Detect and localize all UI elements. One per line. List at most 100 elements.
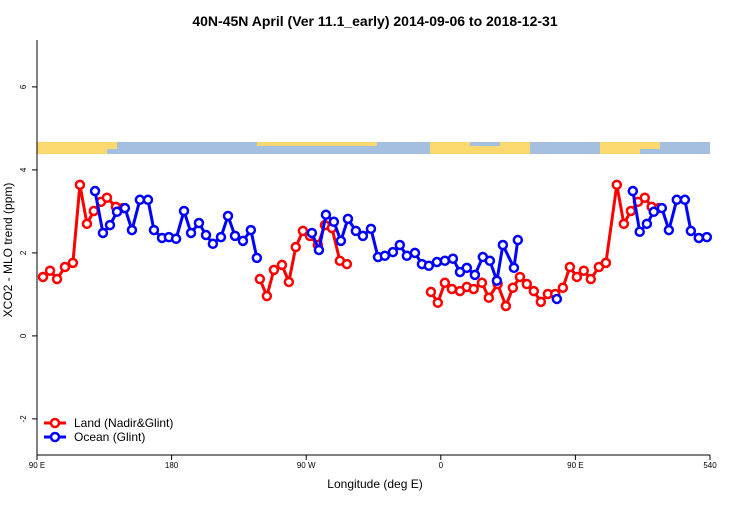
data-point	[634, 226, 645, 237]
data-point	[639, 192, 651, 203]
data-point	[425, 286, 437, 298]
data-point	[641, 218, 653, 230]
series-line	[93, 190, 259, 259]
data-point	[671, 194, 683, 206]
data-point	[468, 283, 479, 295]
data-point	[200, 229, 212, 241]
y-tick-label: 0	[19, 333, 28, 338]
data-point	[663, 224, 675, 236]
data-point	[618, 218, 630, 230]
data-point	[88, 205, 100, 217]
x-tick-label: 540	[703, 461, 717, 470]
data-point	[341, 258, 353, 270]
data-point	[44, 265, 56, 276]
data-point	[320, 209, 332, 220]
data-point	[431, 256, 443, 268]
data-point	[507, 282, 519, 294]
data-point	[446, 283, 458, 295]
data-point	[484, 255, 496, 267]
data-point	[693, 232, 705, 244]
y-tick-label: 6	[19, 84, 28, 89]
data-point	[342, 213, 354, 225]
data-point	[111, 206, 123, 218]
data-point	[401, 250, 413, 262]
data-point	[97, 227, 109, 239]
data-point	[439, 277, 451, 289]
data-point	[170, 233, 182, 245]
data-point	[514, 271, 526, 283]
data-point	[148, 224, 160, 236]
x-tick-label: 180	[165, 461, 179, 470]
data-point	[59, 261, 71, 273]
data-point	[500, 300, 512, 312]
data-point	[142, 194, 154, 206]
data-point	[126, 224, 138, 236]
data-point	[37, 271, 49, 283]
data-point	[357, 230, 369, 242]
x-tick-label: 90 E	[29, 461, 45, 470]
data-point	[254, 273, 266, 285]
data-point	[627, 185, 639, 197]
legend-marker	[49, 417, 61, 429]
legend-label: Ocean (Glint)	[74, 430, 145, 444]
data-point	[89, 185, 101, 197]
data-point	[557, 282, 569, 294]
data-point	[701, 231, 713, 243]
data-point	[387, 246, 399, 258]
data-point	[350, 225, 362, 237]
y-tick-label: 4	[19, 167, 28, 172]
data-point	[521, 278, 533, 290]
data-point	[394, 239, 406, 251]
data-point	[335, 235, 347, 247]
data-point	[432, 297, 444, 308]
data-point	[571, 271, 583, 283]
data-point	[229, 230, 241, 242]
data-point	[461, 262, 473, 274]
data-point	[81, 218, 93, 230]
x-tick-label: 0	[439, 461, 444, 470]
data-point	[483, 292, 495, 303]
data-point	[237, 235, 249, 247]
data-point	[104, 219, 116, 231]
data-point	[119, 202, 131, 214]
data-point	[283, 276, 295, 288]
data-point	[469, 269, 481, 281]
data-point	[439, 255, 451, 267]
data-point	[585, 273, 597, 285]
data-point	[535, 296, 547, 308]
data-point	[222, 210, 234, 222]
data-point	[101, 192, 113, 203]
data-point	[268, 264, 280, 276]
data-point	[306, 227, 318, 239]
data-point	[276, 259, 288, 271]
data-point	[290, 241, 301, 253]
data-point	[245, 224, 257, 236]
data-point	[508, 262, 520, 274]
surface-strip	[37, 142, 710, 154]
data-point	[476, 277, 488, 289]
data-point	[685, 225, 697, 237]
y-tick-label: 2	[19, 250, 28, 255]
data-point	[365, 223, 377, 235]
data-point	[528, 285, 540, 297]
x-tick-label: 90 W	[297, 461, 316, 470]
chart-title: 40N-45N April (Ver 11.1_early) 2014-09-0…	[192, 13, 557, 29]
x-tick-label: 90 E	[567, 461, 583, 470]
data-point	[447, 253, 459, 264]
data-point	[423, 260, 435, 272]
data-point	[625, 205, 637, 217]
data-point	[51, 273, 63, 285]
data-point	[313, 244, 325, 256]
data-point	[297, 225, 309, 237]
x-axis-label: Longitude (deg E)	[327, 477, 422, 491]
y-tick-label: -2	[19, 415, 28, 423]
data-point	[564, 261, 576, 273]
data-point	[512, 234, 524, 246]
data-point	[578, 265, 590, 276]
data-point	[178, 205, 190, 217]
data-point	[215, 231, 227, 243]
data-point	[611, 179, 623, 191]
data-point	[207, 238, 219, 250]
data-point	[679, 194, 691, 206]
